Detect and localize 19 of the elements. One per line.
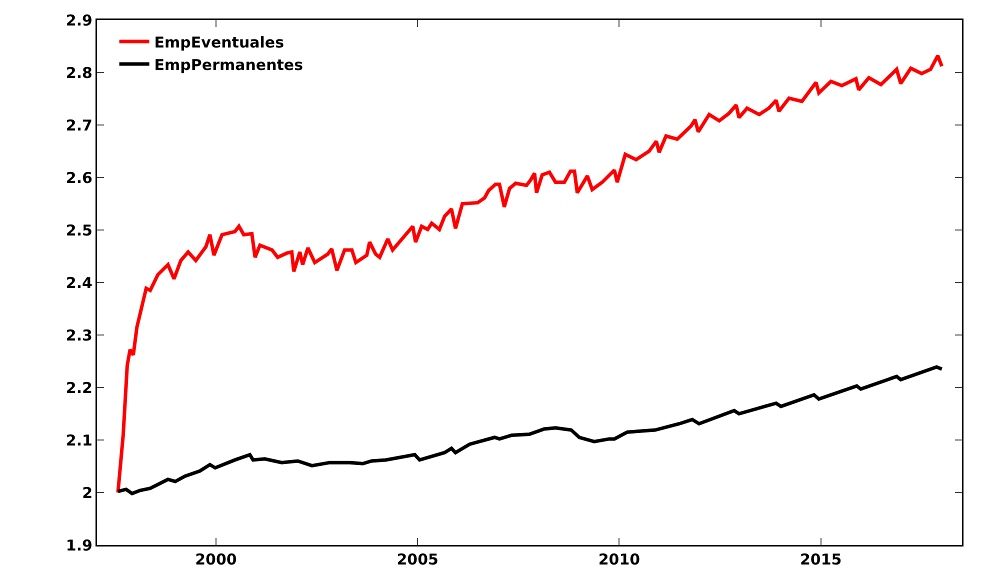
y-tick-label: 2.6 [66,168,92,187]
x-tick-label: 2000 [195,550,237,568]
line-series [116,54,944,494]
y-tick-label: 2.3 [66,326,92,344]
y-tick-label: 2.4 [66,274,92,292]
y-tick-label: 2.8 [66,64,92,82]
x-tick-label: 2010 [598,550,640,568]
y-tick-label: 2.7 [66,116,92,134]
x-tick-label: 2005 [396,550,438,568]
legend-label: EmpPermanentes [154,56,304,74]
y-tick-label: 1.9 [66,536,92,554]
y-tick-label: 2 [82,484,92,502]
y-tick-label: 2.1 [66,431,92,450]
x-tick-label: 2015 [800,550,842,568]
legend-label: EmpEventuales [154,33,284,52]
line-series [116,365,944,496]
y-tick-label: 2.5 [66,221,92,240]
y-tick-label: 2.2 [66,378,92,397]
y-tick-label: 2.9 [66,11,92,30]
